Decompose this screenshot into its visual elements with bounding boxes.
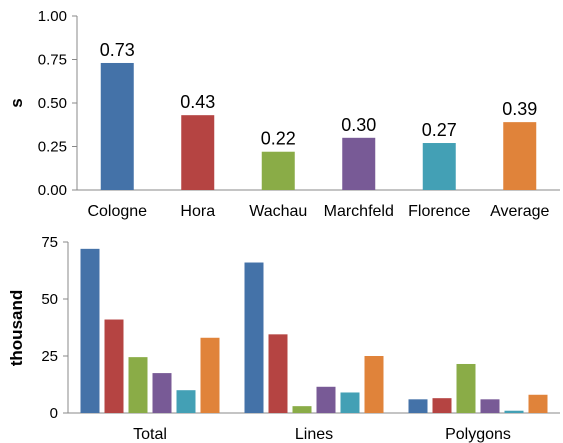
bottom-bar [504, 410, 524, 413]
top-data-label: 0.22 [261, 129, 296, 149]
top-category-label: Marchfeld [324, 203, 394, 220]
top-category-label: Cologne [87, 203, 147, 220]
top-bar [342, 137, 376, 190]
bottom-y-tick-label: 25 [41, 348, 58, 365]
top-y-tick-label: 0.25 [38, 139, 67, 156]
bottom-y-tick-label: 75 [41, 234, 58, 251]
top-data-label: 0.39 [502, 99, 537, 119]
top-bar [100, 62, 134, 191]
top-category-label: Average [490, 203, 549, 220]
top-bar [503, 122, 537, 190]
bottom-bar [104, 319, 124, 413]
bottom-bar [408, 399, 428, 413]
top-category-label: Hora [180, 203, 215, 220]
top-data-label: 0.43 [180, 92, 215, 112]
bottom-bar [292, 406, 312, 413]
top-chart: s 0.00 0.25 0.50 0.75 1.00 0.73 0.43 0.22 0.30 0… [7, 8, 560, 220]
bottom-bar [244, 262, 264, 413]
top-data-label: 0.30 [341, 115, 376, 135]
bottom-bar [340, 392, 360, 413]
bottom-y-axis-label: thousand [7, 290, 26, 367]
top-bar [422, 143, 456, 190]
bottom-bar [268, 334, 288, 413]
bottom-bar [456, 363, 476, 413]
bottom-bar [528, 394, 548, 413]
bottom-bar [316, 386, 336, 413]
bottom-bar [200, 337, 220, 413]
top-bar [181, 115, 215, 190]
top-data-label: 0.27 [422, 120, 457, 140]
top-category-label: Florence [408, 203, 470, 220]
bottom-bar [364, 356, 384, 413]
top-data-label: 0.73 [100, 40, 135, 60]
bottom-bar [80, 248, 100, 413]
bottom-bar [128, 357, 148, 413]
bottom-y-tick-label: 0 [50, 405, 58, 422]
top-y-axis-label: s [7, 98, 26, 107]
bottom-bar [176, 390, 196, 413]
bottom-category-label: Lines [295, 426, 333, 443]
bottom-category-label: Total [133, 426, 167, 443]
bottom-category-label: Polygons [445, 426, 511, 443]
bottom-y-tick-label: 50 [41, 291, 58, 308]
bottom-chart: thousand 0 25 50 75 Total Lines Polygons [7, 234, 560, 443]
top-bar [261, 151, 295, 190]
top-y-tick-label: 1.00 [38, 8, 67, 25]
top-y-tick-label: 0.00 [38, 182, 67, 199]
top-y-tick-label: 0.50 [38, 95, 67, 112]
bottom-bar [152, 373, 172, 413]
top-y-tick-label: 0.75 [38, 52, 67, 69]
bottom-bar [432, 398, 452, 413]
bottom-bar [480, 399, 500, 413]
top-category-label: Wachau [249, 203, 307, 220]
